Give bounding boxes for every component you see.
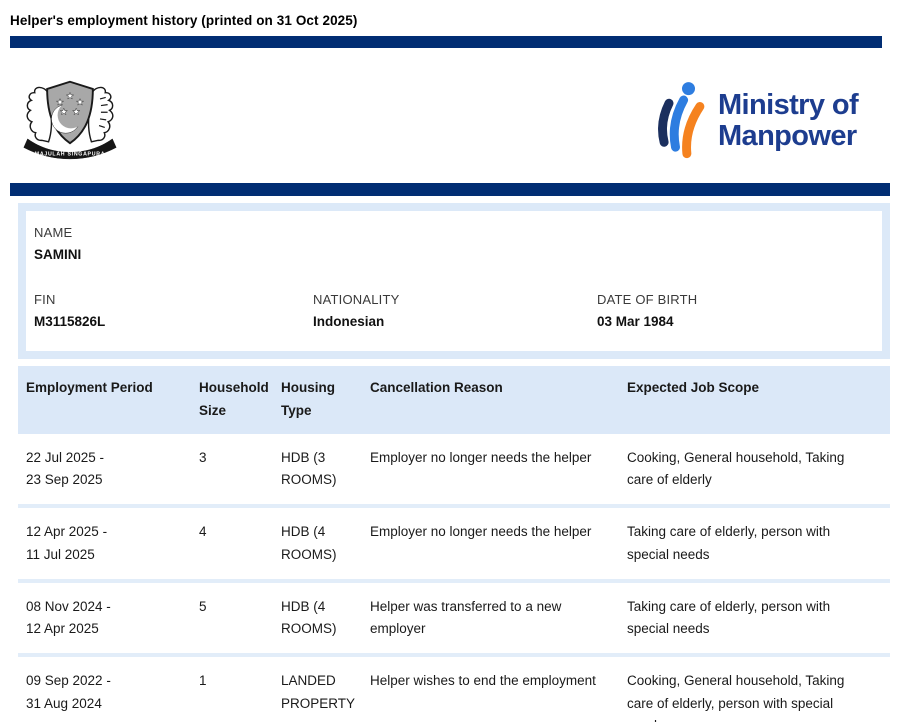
cell-period: 12 Apr 2025 - 11 Jul 2025 [26,524,108,562]
fin-value: M3115826L [34,314,106,329]
nationality-label: NATIONALITY [313,292,400,307]
cell-job-scope: Taking care of elderly, person with spec… [627,598,831,637]
cell-housing-type: LANDED PROPERTY [281,673,356,711]
cell-household-size: 5 [199,598,207,614]
col-header-cancellation-reason: Cancellation Reason [370,380,503,395]
mom-logo-text: Ministry of Manpower [717,72,859,152]
cell-cancellation-reason: Helper was transferred to a new employer [370,598,562,637]
cell-household-size: 1 [199,673,207,689]
col-header-expected-job-scope: Expected Job Scope [627,380,760,395]
col-header-housing-type: Housing Type [281,380,335,418]
mom-logo: Ministry of Manpower [656,70,859,172]
name-label: NAME [34,225,73,240]
cell-housing-type: HDB (4 ROOMS) [281,524,337,562]
cell-cancellation-reason: Employer no longer needs the helper [370,524,592,540]
name-value: SAMINI [34,247,82,262]
cell-period: 22 Jul 2025 - 23 Sep 2025 [26,449,105,488]
table-header-row: Employment Period Household Size Housing… [18,366,890,434]
dob-field: DATE OF BIRTH 03 Mar 1984 [597,292,874,329]
mom-logo-icon [656,72,708,172]
logo-row: MAJULAH SINGAPURA Ministry of Manpower [20,70,859,165]
table-row: 09 Sep 2022 - 31 Aug 2024 1 LANDED PROPE… [18,657,890,722]
nationality-value: Indonesian [313,314,385,329]
table-row: 22 Jul 2025 - 23 Sep 2025 3 HDB (3 ROOMS… [18,433,890,509]
cell-housing-type: HDB (4 ROOMS) [281,598,337,637]
page-title: Helper's employment history (printed on … [10,13,358,28]
cell-household-size: 3 [199,449,207,465]
cell-cancellation-reason: Employer no longer needs the helper [370,449,592,465]
cell-period: 09 Sep 2022 - 31 Aug 2024 [26,673,111,711]
fin-label: FIN [34,292,56,307]
cell-job-scope: Cooking, General household, Taking care … [627,673,845,722]
cell-period: 08 Nov 2024 - 12 Apr 2025 [26,598,111,637]
top-navy-bar [10,36,882,48]
helper-info-card: NAME SAMINI FIN M3115826L NATIONALITY In… [18,203,890,359]
cell-job-scope: Taking care of elderly, person with spec… [627,524,831,562]
table-row: 12 Apr 2025 - 11 Jul 2025 4 HDB (4 ROOMS… [18,508,890,583]
col-header-employment-period: Employment Period [26,380,153,395]
singapore-crest-icon: MAJULAH SINGAPURA [20,70,120,164]
dob-value: 03 Mar 1984 [597,314,674,329]
table-row: 08 Nov 2024 - 12 Apr 2025 5 HDB (4 ROOMS… [18,582,890,658]
name-field: NAME SAMINI [34,225,874,262]
dob-label: DATE OF BIRTH [597,292,698,307]
cell-housing-type: HDB (3 ROOMS) [281,449,337,488]
mom-name-line2: Manpower [717,119,857,152]
mom-name-line1: Ministry of [717,89,859,121]
col-header-household-size: Household Size [199,380,269,418]
fin-field: FIN M3115826L [34,292,313,329]
crest-motto-text: MAJULAH SINGAPURA [35,152,105,158]
nationality-field: NATIONALITY Indonesian [313,292,597,329]
cell-household-size: 4 [199,524,207,540]
employment-history-table: Employment Period Household Size Housing… [18,366,890,722]
cell-job-scope: Cooking, General household, Taking care … [627,449,845,488]
mid-navy-bar [10,183,890,196]
cell-cancellation-reason: Helper wishes to end the employment [370,673,596,689]
